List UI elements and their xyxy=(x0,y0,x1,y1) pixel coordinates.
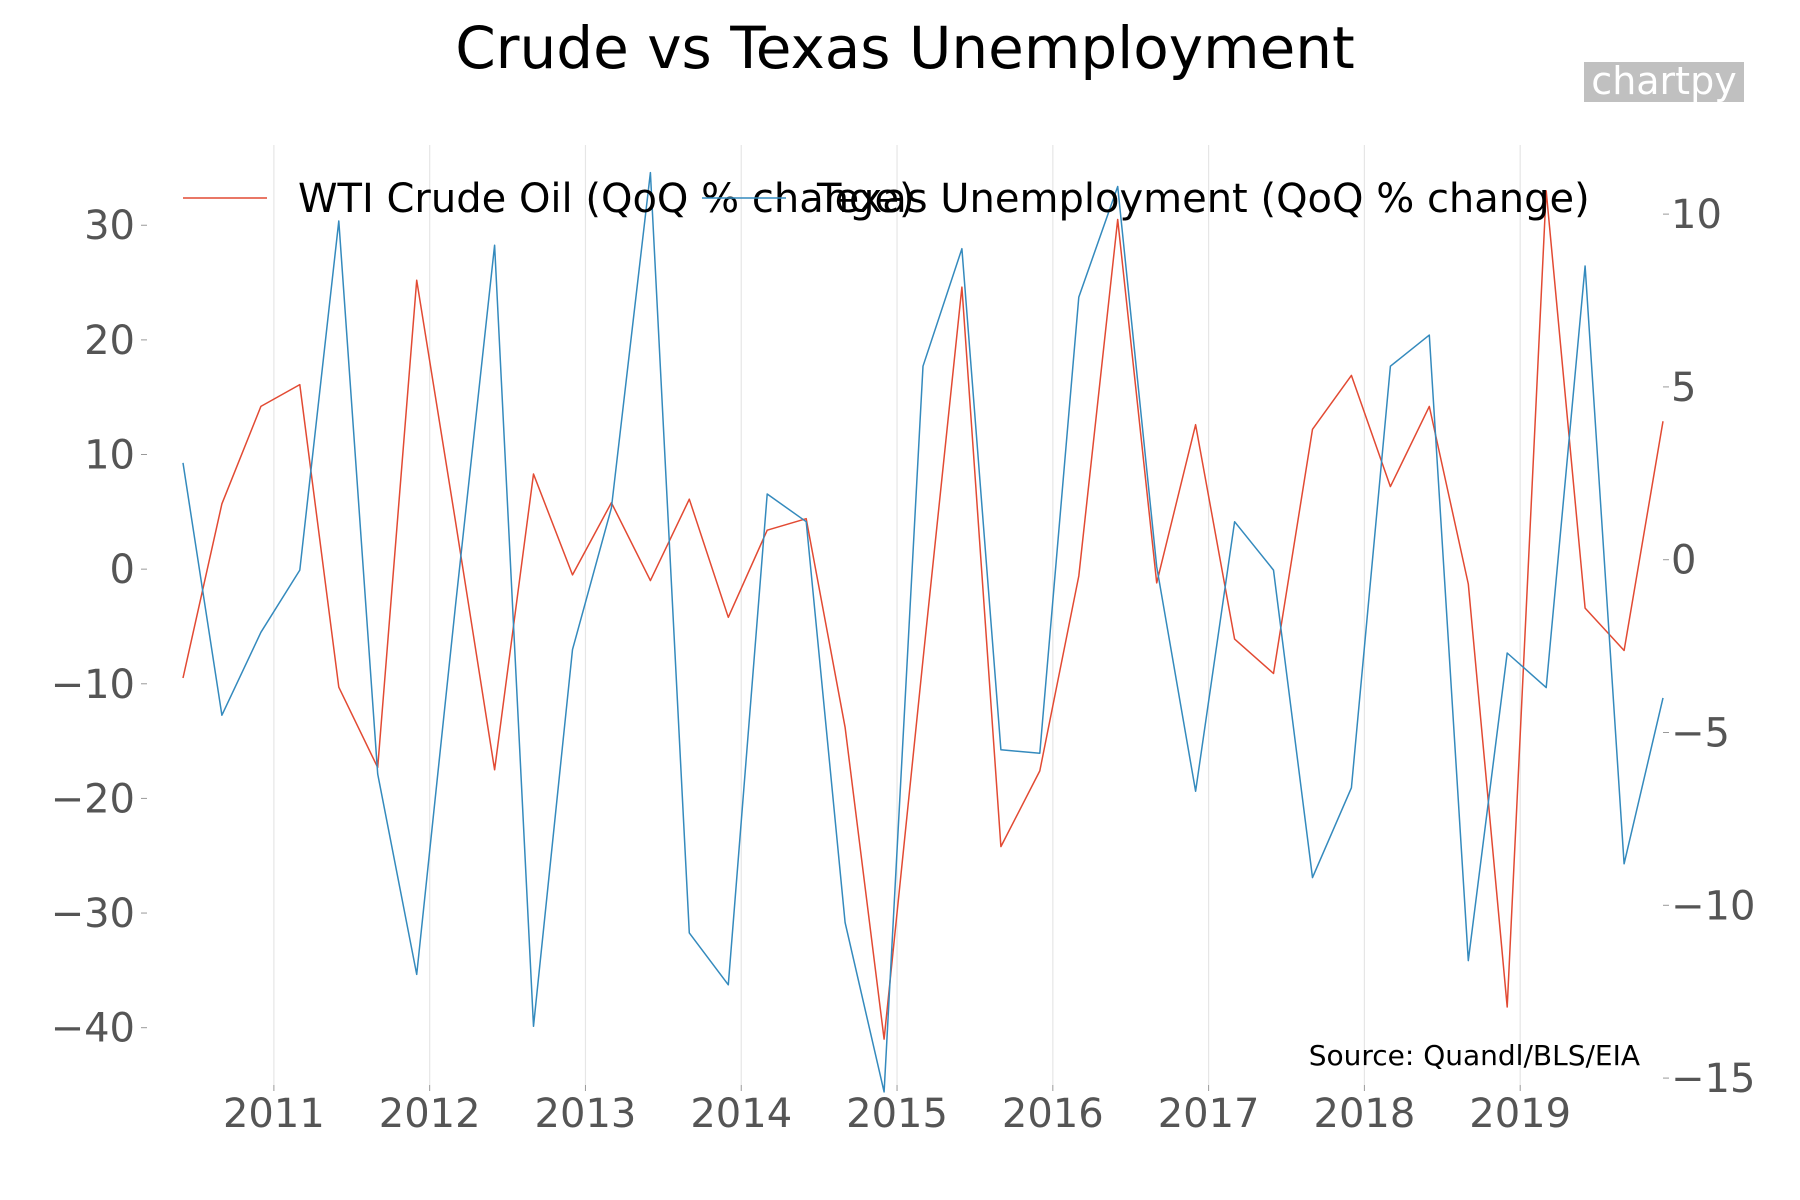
left-tick-label: −30 xyxy=(51,891,135,937)
right-tick-label: 0 xyxy=(1671,538,1696,584)
series-lines xyxy=(182,171,1664,1093)
legend-label-wti: WTI Crude Oil (QoQ % change) xyxy=(298,176,915,222)
left-tick-label: −20 xyxy=(51,776,135,822)
left-tick-label: 20 xyxy=(84,318,135,364)
x-tick-label: 2015 xyxy=(846,1091,948,1137)
left-tick-label: −10 xyxy=(51,662,135,708)
legend: WTI Crude Oil (QoQ % change) Texas Unemp… xyxy=(183,176,1590,222)
left-tick-label: −40 xyxy=(51,1006,135,1052)
watermark-background xyxy=(1584,62,1744,102)
series-line-wti-crude xyxy=(182,190,1664,1040)
left-tick-label: 10 xyxy=(84,433,135,479)
x-tick-label: 2011 xyxy=(223,1091,325,1137)
axes: 2011 2012 2013 2014 2015 2016 2017 2018 2019 −40 −… xyxy=(51,192,1756,1137)
right-tick-label: 10 xyxy=(1671,192,1722,238)
x-tick-label: 2019 xyxy=(1469,1091,1571,1137)
right-tick-label: −15 xyxy=(1671,1056,1755,1102)
x-tick-label: 2017 xyxy=(1158,1091,1260,1137)
right-tick-label: −10 xyxy=(1671,883,1755,929)
x-tick-label: 2014 xyxy=(690,1091,792,1137)
right-tick-label: 5 xyxy=(1671,365,1696,411)
left-tick-label: 30 xyxy=(84,203,135,249)
source-note: Source: Quandl/BLS/EIA xyxy=(1309,1039,1640,1072)
x-tick-label: 2013 xyxy=(535,1091,637,1137)
series-line-texas-unemployment xyxy=(182,171,1664,1093)
grid-lines xyxy=(273,145,1521,1085)
watermark: chartpy xyxy=(1591,59,1736,103)
chart-title: Crude vs Texas Unemployment xyxy=(455,14,1355,82)
left-tick-label: 0 xyxy=(110,547,135,593)
legend-label-texas: Texas Unemployment (QoQ % change) xyxy=(816,176,1590,222)
right-tick-label: −5 xyxy=(1671,711,1730,757)
x-tick-label: 2018 xyxy=(1314,1091,1416,1137)
x-tick-label: 2016 xyxy=(1002,1091,1104,1137)
x-tick-label: 2012 xyxy=(379,1091,481,1137)
